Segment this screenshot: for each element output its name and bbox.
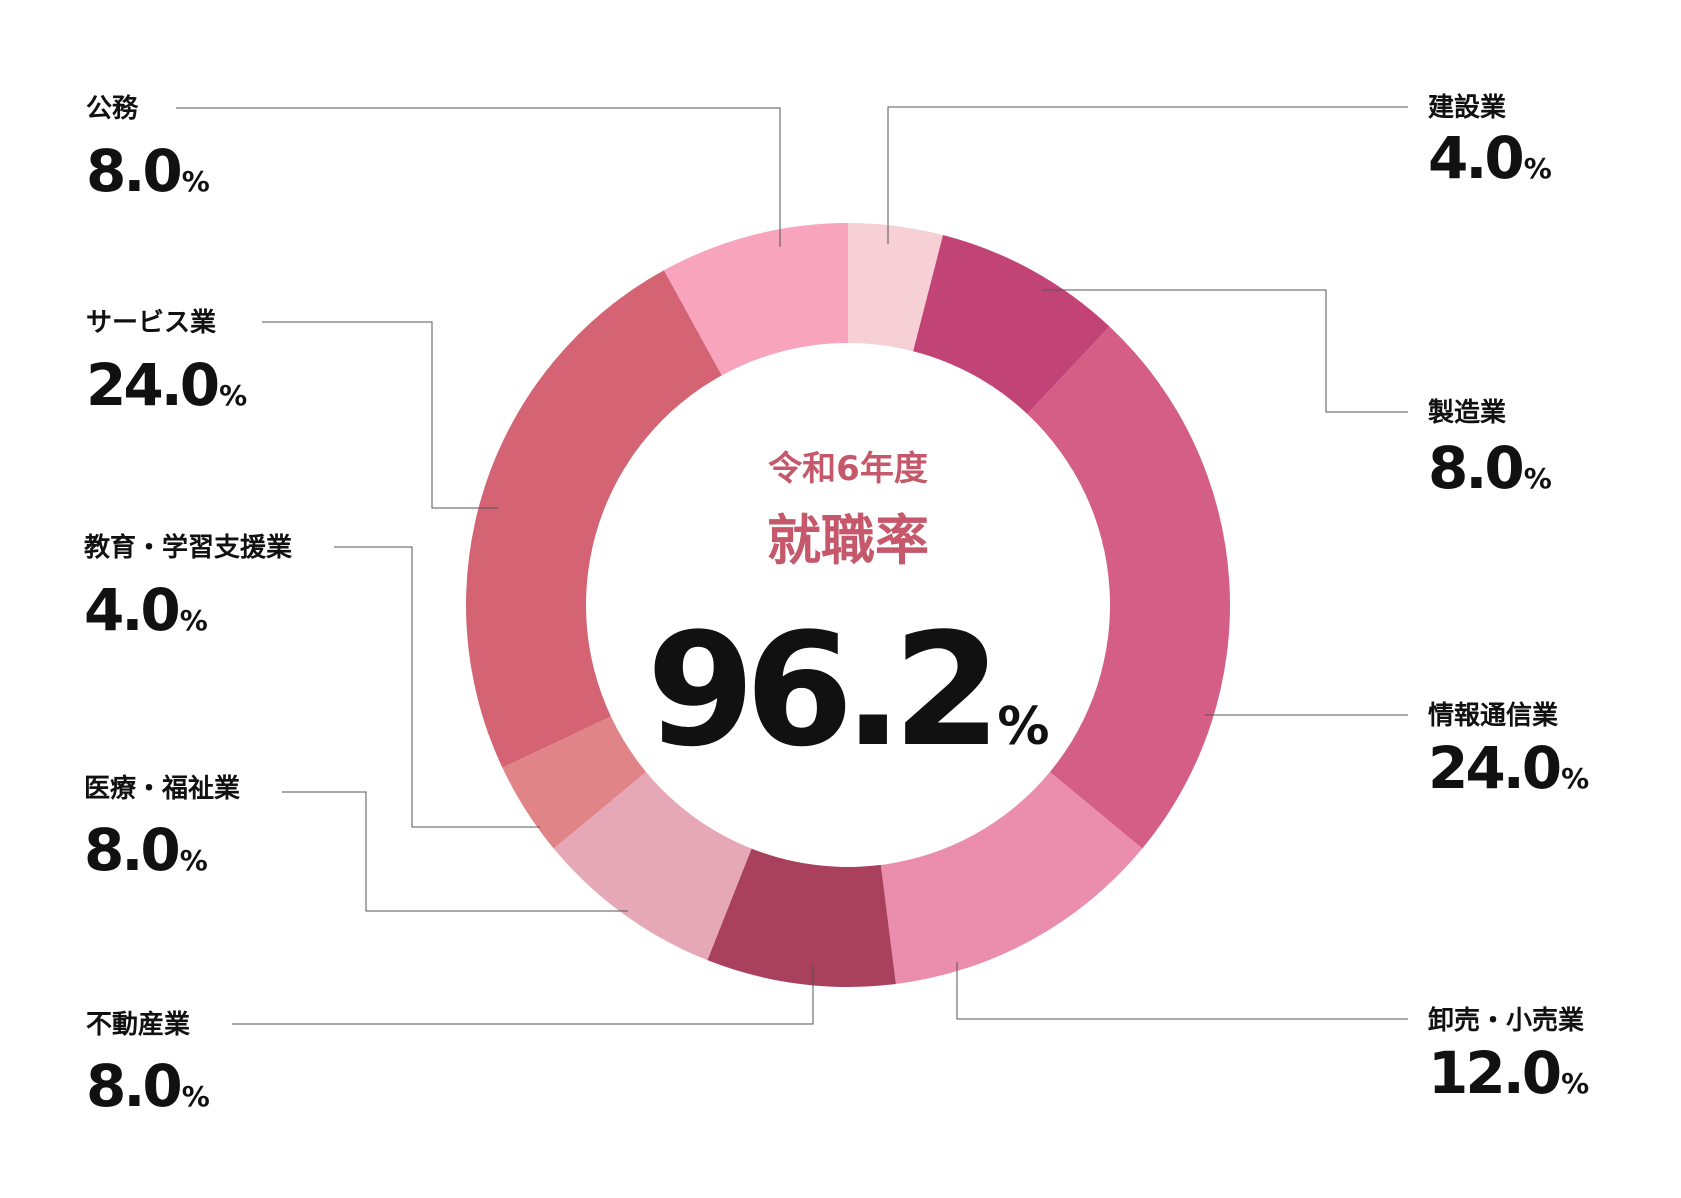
leader-line-9 <box>176 107 781 247</box>
leader-line-1 <box>887 106 1408 244</box>
slice-3 <box>1027 326 1230 849</box>
slice-value-3: 24.0% <box>1428 734 1589 802</box>
leader-line-5 <box>232 965 814 1025</box>
center-rate-unit: % <box>997 697 1049 757</box>
leader-line-2 <box>1042 289 1408 413</box>
slice-value-2: 8.0% <box>1428 434 1552 502</box>
leader-line-8 <box>262 321 498 509</box>
slice-label-1: 建設業 <box>1428 92 1506 123</box>
donut-ring <box>466 223 1230 988</box>
slice-label-6: 医療・福祉業 <box>84 774 240 804</box>
slice-8 <box>466 270 722 768</box>
slice-value-5: 8.0% <box>86 1052 210 1120</box>
slice-5 <box>707 848 896 988</box>
slice-9 <box>663 223 848 376</box>
slice-4 <box>880 772 1143 984</box>
center-title: 就職率 <box>767 509 929 572</box>
slice-6 <box>553 772 752 961</box>
slice-label-4: 卸売・小売業 <box>1428 1005 1584 1036</box>
slice-label-7: 教育・学習支援業 <box>84 532 292 563</box>
center-rate: 96.2% <box>646 599 1049 781</box>
slice-1 <box>848 223 943 352</box>
slice-labels: 建設業4.0%製造業8.0%情報通信業24.0%卸売・小売業12.0%不動産業8… <box>84 92 1589 1120</box>
leader-lines <box>176 106 1408 1025</box>
center-block: 令和6年度 就職率 96.2% <box>646 449 1049 781</box>
leader-line-6 <box>282 791 628 912</box>
slice-value-4: 12.0% <box>1428 1039 1589 1107</box>
leader-line-4 <box>956 962 1408 1020</box>
slice-label-9: 公務 <box>86 94 139 124</box>
slice-2 <box>913 235 1110 415</box>
leader-line-7 <box>334 546 540 828</box>
slice-value-6: 8.0% <box>84 816 208 884</box>
center-year-label: 令和6年度 <box>768 449 928 489</box>
slice-label-3: 情報通信業 <box>1428 701 1558 731</box>
slice-value-9: 8.0% <box>86 137 210 205</box>
center-rate-value: 96.2 <box>646 599 991 781</box>
slice-label-8: サービス業 <box>86 308 216 338</box>
slice-value-8: 24.0% <box>86 351 247 419</box>
slice-label-5: 不動産業 <box>86 1009 190 1040</box>
slice-value-1: 4.0% <box>1428 124 1552 192</box>
slice-label-2: 製造業 <box>1428 398 1506 428</box>
slice-value-7: 4.0% <box>84 576 208 644</box>
slice-7 <box>502 716 647 849</box>
